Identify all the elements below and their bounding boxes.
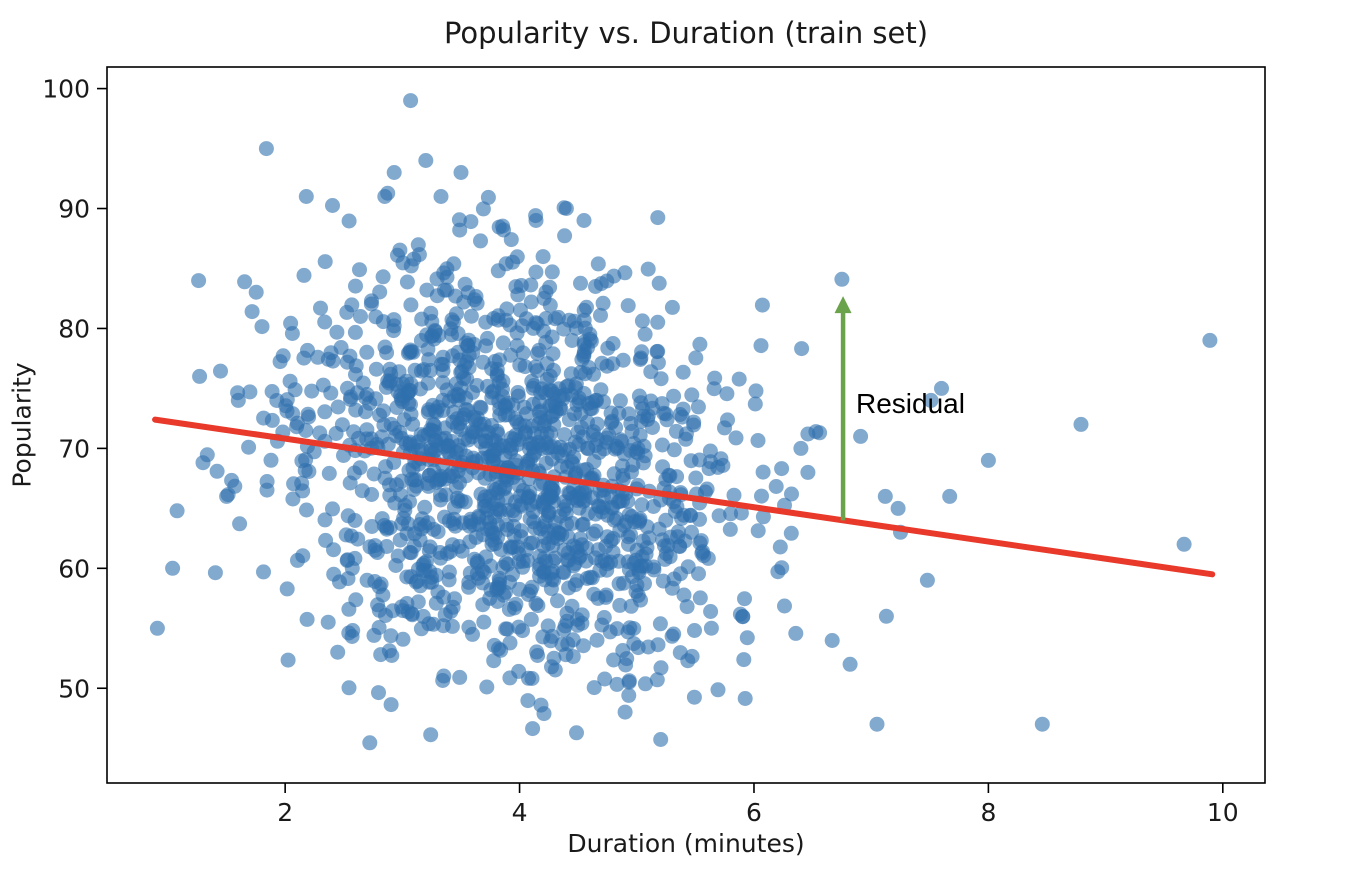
svg-text:100: 100 [42,75,90,104]
regression-line [152,416,1216,578]
residual-annotation-label: Residual [856,388,965,419]
svg-text:8: 8 [980,798,996,827]
svg-text:90: 90 [58,195,90,224]
chart-title: Popularity vs. Duration (train set) [443,16,929,50]
y-axis-label: Popularity [7,362,37,488]
scatter-points [149,93,1218,751]
residual-arrow [834,296,852,521]
svg-text:10: 10 [1207,798,1239,827]
svg-text:6: 6 [746,798,762,827]
y-axis-ticks: 50 60 70 80 90 100 [42,75,107,703]
plot-border [106,66,1266,784]
svg-text:4: 4 [512,798,528,827]
svg-text:60: 60 [58,554,90,583]
x-axis-ticks: 2 4 6 8 10 [277,783,1239,827]
x-axis-label: Duration (minutes) [567,829,805,858]
svg-text:70: 70 [58,434,90,463]
svg-text:2: 2 [277,798,293,827]
svg-text:50: 50 [58,674,90,703]
svg-text:80: 80 [58,314,90,343]
